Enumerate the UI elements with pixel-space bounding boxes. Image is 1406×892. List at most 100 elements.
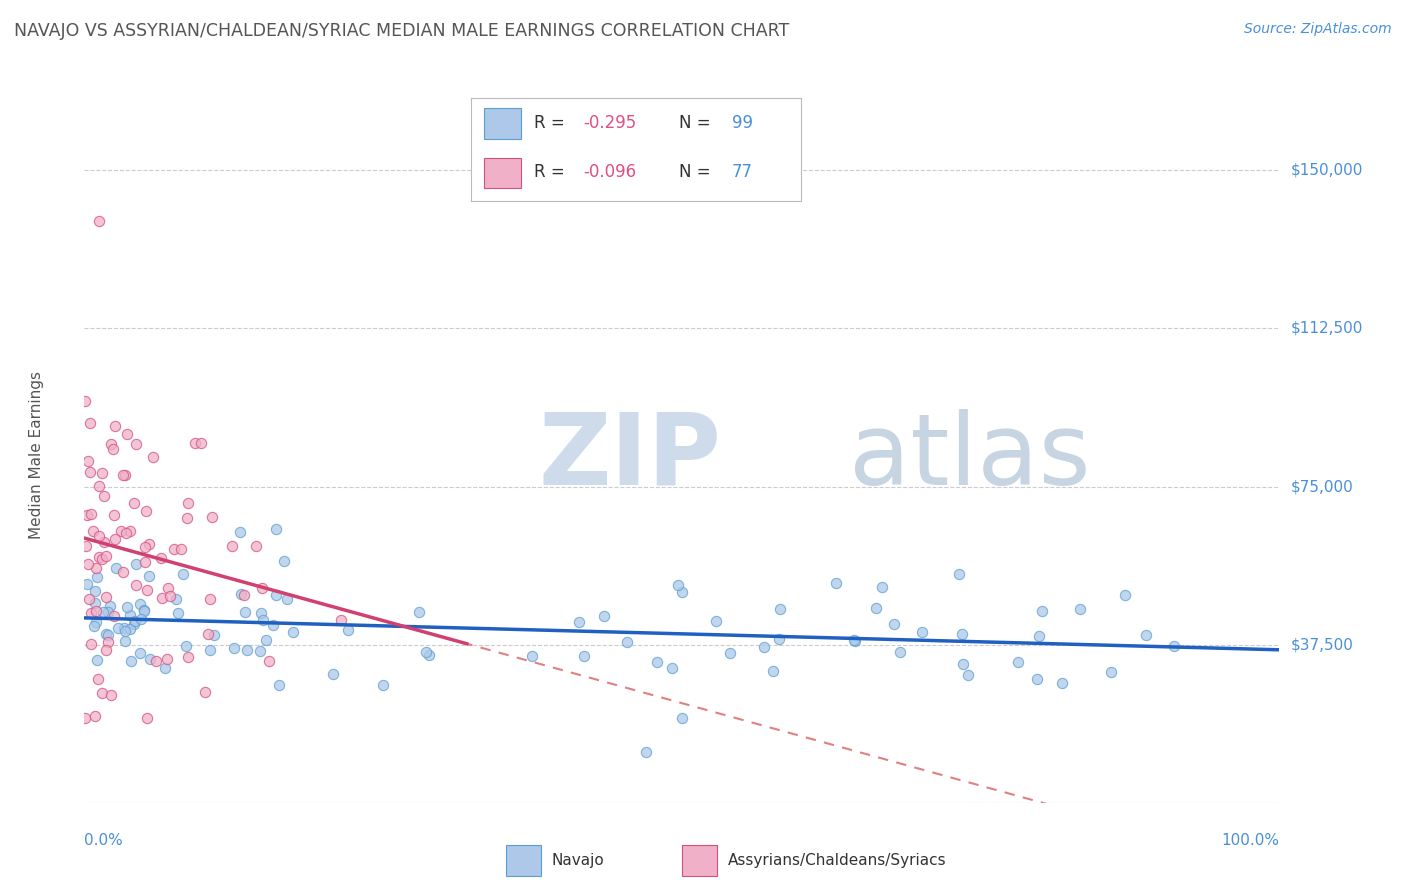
- Point: [84, 709, 107, 723]
- Point: [73, 711, 96, 725]
- Point: [114, 634, 136, 648]
- Point: [165, 591, 187, 606]
- Point: [762, 664, 785, 678]
- Point: [97, 605, 120, 619]
- Point: [956, 668, 979, 682]
- Point: [110, 524, 132, 538]
- Point: [91, 466, 114, 480]
- Point: [138, 537, 160, 551]
- Point: [844, 633, 866, 648]
- Point: [118, 524, 141, 538]
- Point: [952, 657, 974, 671]
- Point: [273, 553, 295, 567]
- Point: [281, 624, 304, 639]
- Point: [105, 561, 128, 575]
- Point: [94, 643, 117, 657]
- Point: [84, 615, 107, 630]
- Point: [889, 645, 911, 659]
- Point: [114, 621, 136, 635]
- Point: [842, 632, 865, 647]
- Point: [150, 591, 173, 605]
- Point: [236, 643, 259, 657]
- Point: [135, 503, 157, 517]
- Point: [90, 686, 112, 700]
- Text: Assyrians/Chaldeans/Syriacs: Assyrians/Chaldeans/Syriacs: [728, 854, 946, 868]
- Point: [948, 567, 970, 582]
- Text: N =: N =: [679, 114, 716, 132]
- Point: [408, 606, 430, 620]
- Point: [86, 653, 108, 667]
- Point: [418, 648, 440, 662]
- Point: [93, 489, 115, 503]
- Point: [122, 616, 145, 631]
- Point: [1069, 601, 1091, 615]
- Point: [634, 745, 657, 759]
- Point: [107, 621, 129, 635]
- Point: [197, 626, 219, 640]
- Point: [1007, 655, 1029, 669]
- Point: [91, 552, 114, 566]
- Point: [1114, 589, 1136, 603]
- Point: [671, 711, 693, 725]
- Point: [122, 496, 145, 510]
- Point: [1050, 676, 1073, 690]
- Point: [77, 454, 100, 468]
- Point: [872, 580, 894, 594]
- Point: [84, 561, 107, 575]
- Point: [671, 585, 693, 599]
- Point: [125, 437, 148, 451]
- Point: [190, 436, 212, 450]
- Point: [97, 634, 120, 648]
- Point: [254, 632, 277, 647]
- Bar: [682, 846, 717, 876]
- Point: [115, 600, 138, 615]
- Point: [264, 522, 287, 536]
- Point: [177, 496, 200, 510]
- Point: [80, 637, 103, 651]
- Point: [267, 678, 290, 692]
- Text: 77: 77: [733, 163, 754, 181]
- Text: Source: ZipAtlas.com: Source: ZipAtlas.com: [1244, 22, 1392, 37]
- Point: [129, 646, 152, 660]
- Point: [138, 569, 160, 583]
- Point: [135, 711, 157, 725]
- Point: [73, 393, 96, 408]
- Point: [177, 650, 200, 665]
- Point: [229, 524, 252, 539]
- Point: [202, 628, 225, 642]
- Text: 99: 99: [733, 114, 754, 132]
- Point: [201, 510, 224, 524]
- Text: $150,000: $150,000: [1291, 163, 1362, 178]
- Point: [80, 606, 103, 620]
- Point: [224, 641, 246, 656]
- Point: [156, 652, 179, 666]
- Point: [84, 583, 107, 598]
- Point: [87, 529, 110, 543]
- Point: [156, 582, 179, 596]
- Point: [86, 604, 108, 618]
- Point: [574, 649, 596, 664]
- Point: [666, 578, 689, 592]
- Point: [75, 539, 97, 553]
- Point: [250, 581, 273, 595]
- Point: [322, 667, 344, 681]
- Point: [233, 605, 256, 619]
- Point: [115, 427, 138, 442]
- Point: [79, 465, 101, 479]
- Point: [103, 608, 125, 623]
- Point: [142, 450, 165, 465]
- Text: 100.0%: 100.0%: [1222, 833, 1279, 848]
- Point: [163, 541, 186, 556]
- Point: [150, 550, 173, 565]
- Point: [371, 678, 394, 692]
- Point: [172, 567, 194, 582]
- Text: ZIP: ZIP: [538, 409, 721, 506]
- Point: [768, 632, 790, 647]
- Point: [252, 613, 274, 627]
- Point: [568, 615, 591, 629]
- Point: [262, 618, 284, 632]
- Point: [132, 603, 155, 617]
- Point: [134, 555, 156, 569]
- Point: [232, 588, 254, 602]
- Point: [336, 623, 359, 637]
